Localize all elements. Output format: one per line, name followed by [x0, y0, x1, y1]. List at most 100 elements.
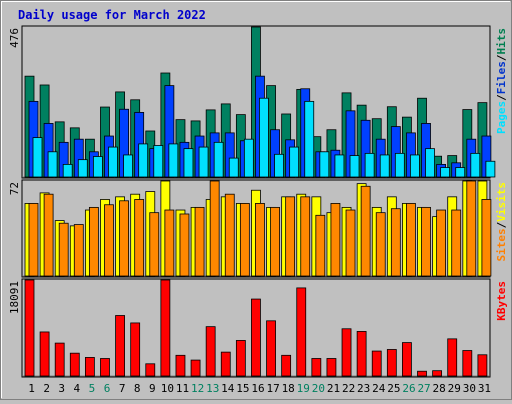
bar-pages-30 [470, 152, 481, 178]
x-tick-label-4: 4 [74, 382, 81, 395]
bar-sites-15 [239, 203, 250, 277]
bar-sites-12 [194, 206, 205, 277]
legend-entry: Files [495, 61, 508, 94]
bar-kbytes-5 [84, 357, 95, 377]
bar-sites-13 [209, 180, 220, 277]
bar-pages-29 [455, 167, 466, 178]
bar-pages-17 [274, 153, 284, 178]
bar-pages-14 [228, 157, 239, 178]
legend: Pages/Files/Hits [495, 28, 508, 134]
panel-3: 18091 KBytes [8, 278, 508, 378]
bar-sites-14 [224, 193, 235, 277]
bar-pages-5 [92, 156, 103, 178]
bar-kbytes-29 [447, 338, 458, 377]
x-axis-tick-labels: 1 2 3 4 5 6 7 8 9 10 11 12 13 14 15 16 17 18 19 20 21 22 23 24 2… [28, 382, 491, 395]
bar-pages-7 [123, 154, 133, 178]
bar-pages-31 [485, 160, 496, 178]
bar-pages-11 [183, 148, 194, 178]
bar-pages-28 [440, 167, 451, 178]
bar-kbytes-8 [130, 322, 141, 377]
x-tick-label-17: 17 [266, 382, 279, 395]
bar-sites-1 [28, 203, 39, 277]
bar-kbytes-31 [477, 354, 488, 377]
bar-pages-9 [153, 145, 164, 178]
bar-sites-3 [58, 222, 69, 277]
bar-sites-8 [134, 199, 145, 277]
bar-pages-12 [198, 146, 209, 178]
bar-kbytes-17 [266, 320, 276, 377]
legend-entry: / [495, 54, 508, 61]
x-tick-label-31: 31 [478, 382, 491, 395]
bar-kbytes-1 [24, 279, 35, 377]
bar-kbytes-28 [432, 370, 443, 377]
x-tick-label-24: 24 [372, 382, 386, 395]
bar-kbytes-18 [281, 354, 292, 377]
bar-kbytes-21 [326, 358, 337, 377]
x-tick-label-6: 6 [104, 382, 111, 395]
bar-kbytes-10 [160, 279, 171, 377]
bar-pages-20 [319, 151, 330, 178]
bar-kbytes-27 [417, 370, 427, 377]
y-max-label: 18091 [8, 281, 21, 314]
bar-sites-23 [360, 185, 371, 277]
bar-sites-6 [104, 204, 114, 277]
legend: KBytes [495, 281, 508, 321]
legend-entry: / [495, 94, 508, 101]
bar-kbytes-25 [386, 349, 397, 377]
bar-sites-27 [421, 206, 431, 277]
bar-sites-7 [119, 200, 129, 277]
bar-sites-24 [375, 212, 386, 277]
bar-kbytes-24 [371, 350, 382, 377]
series-sites [28, 180, 492, 277]
bar-pages-4 [77, 159, 88, 178]
x-tick-label-30: 30 [463, 382, 476, 395]
bar-kbytes-23 [356, 331, 367, 377]
bar-kbytes-22 [341, 328, 352, 377]
bar-sites-10 [164, 209, 175, 277]
x-tick-label-8: 8 [134, 382, 141, 395]
x-tick-label-13: 13 [206, 382, 219, 395]
bar-sites-28 [436, 209, 447, 277]
bar-kbytes-2 [39, 331, 50, 377]
bar-kbytes-19 [296, 287, 307, 377]
bar-sites-22 [345, 209, 356, 277]
bar-pages-18 [289, 146, 300, 178]
bar-sites-30 [466, 180, 477, 277]
bar-sites-20 [315, 214, 326, 277]
bar-kbytes-3 [54, 342, 65, 377]
x-tick-label-2: 2 [43, 382, 50, 395]
bar-pages-13 [213, 141, 224, 178]
legend-entry: / [495, 221, 508, 228]
chart-title: Daily usage for March 2022 [18, 8, 206, 22]
x-tick-label-26: 26 [402, 382, 415, 395]
bar-kbytes-15 [235, 340, 246, 377]
legend-entry: KBytes [495, 281, 508, 321]
bar-pages-10 [168, 143, 179, 178]
bar-kbytes-14 [220, 351, 231, 377]
x-tick-label-5: 5 [89, 382, 96, 395]
bar-sites-4 [73, 224, 84, 277]
bar-pages-16 [259, 97, 269, 178]
x-tick-label-19: 19 [297, 382, 310, 395]
x-tick-label-1: 1 [28, 382, 35, 395]
bar-kbytes-9 [145, 363, 156, 377]
bar-sites-31 [481, 199, 492, 277]
bar-kbytes-4 [69, 352, 80, 377]
x-tick-label-12: 12 [191, 382, 204, 395]
panel-2: 72 Sites/Visits [8, 179, 508, 278]
bar-pages-1 [32, 137, 43, 178]
bar-pages-24 [379, 154, 390, 178]
bar-sites-18 [285, 196, 296, 277]
x-tick-label-10: 10 [161, 382, 174, 395]
bar-pages-27 [425, 148, 435, 178]
legend-entry: Pages [495, 101, 508, 134]
bar-kbytes-26 [402, 342, 412, 377]
bar-sites-2 [43, 193, 54, 277]
bar-sites-16 [255, 203, 265, 277]
bar-sites-11 [179, 213, 190, 277]
bar-pages-26 [410, 154, 420, 178]
legend-entry: Visits [495, 182, 508, 222]
